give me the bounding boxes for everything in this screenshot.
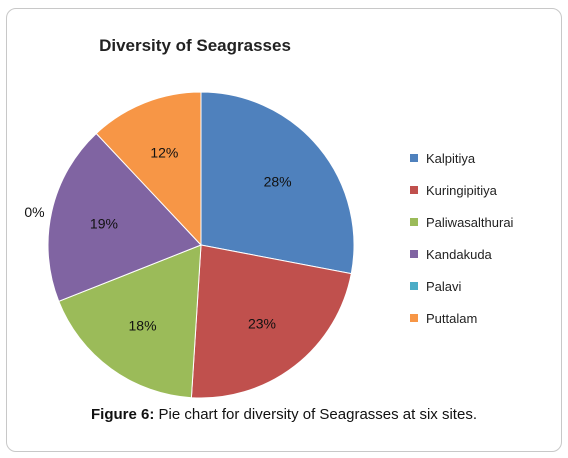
pie-slice-kuringipitiya bbox=[190, 244, 352, 399]
legend-item-kalpitiya: Kalpitiya bbox=[410, 142, 513, 174]
legend-swatch bbox=[410, 314, 418, 322]
data-label-kandakuda: 19% bbox=[90, 215, 118, 231]
legend-swatch bbox=[410, 218, 418, 226]
legend-item-puttalam: Puttalam bbox=[410, 302, 513, 334]
pie-slice-kalpitiya bbox=[200, 91, 355, 275]
data-label-palavi: 0% bbox=[24, 204, 44, 220]
legend-swatch bbox=[410, 250, 418, 258]
pie-slice-puttalam bbox=[95, 91, 202, 247]
data-label-puttalam: 12% bbox=[150, 145, 178, 161]
caption-label: Figure 6: bbox=[91, 406, 155, 423]
legend-label: Kandakuda bbox=[426, 246, 492, 262]
legend: Kalpitiya Kuringipitiya Paliwasalthurai Kan… bbox=[410, 142, 513, 334]
legend-swatch bbox=[410, 282, 418, 290]
pie-slice-kandakuda bbox=[47, 132, 202, 302]
legend-item-kuringipitiya: Kuringipitiya bbox=[410, 174, 513, 206]
caption-text: Pie chart for diversity of Seagrasses at… bbox=[154, 406, 477, 423]
legend-label: Kalpitiya bbox=[426, 150, 476, 166]
legend-label: Kuringipitiya bbox=[426, 182, 497, 198]
legend-label: Paliwasalthurai bbox=[426, 214, 514, 230]
legend-item-palavi: Palavi bbox=[410, 270, 513, 302]
chart-title: Diversity of Seagrasses bbox=[99, 36, 291, 55]
data-label-kalpitiya: 28% bbox=[264, 174, 292, 190]
legend-label: Palavi bbox=[426, 278, 462, 294]
legend-swatch bbox=[410, 154, 418, 162]
data-label-paliwasalthurai: 18% bbox=[129, 317, 157, 333]
data-label-kuringipitiya: 23% bbox=[248, 316, 276, 332]
legend-label: Puttalam bbox=[426, 310, 478, 326]
legend-item-paliwasalthurai: Paliwasalthurai bbox=[410, 206, 513, 238]
legend-swatch bbox=[410, 186, 418, 194]
chart-frame bbox=[6, 8, 562, 452]
pie-slice-paliwasalthurai bbox=[58, 244, 202, 399]
figure-caption: Figure 6: Pie chart for diversity of Sea… bbox=[0, 406, 568, 423]
legend-item-kandakuda: Kandakuda bbox=[410, 238, 513, 270]
